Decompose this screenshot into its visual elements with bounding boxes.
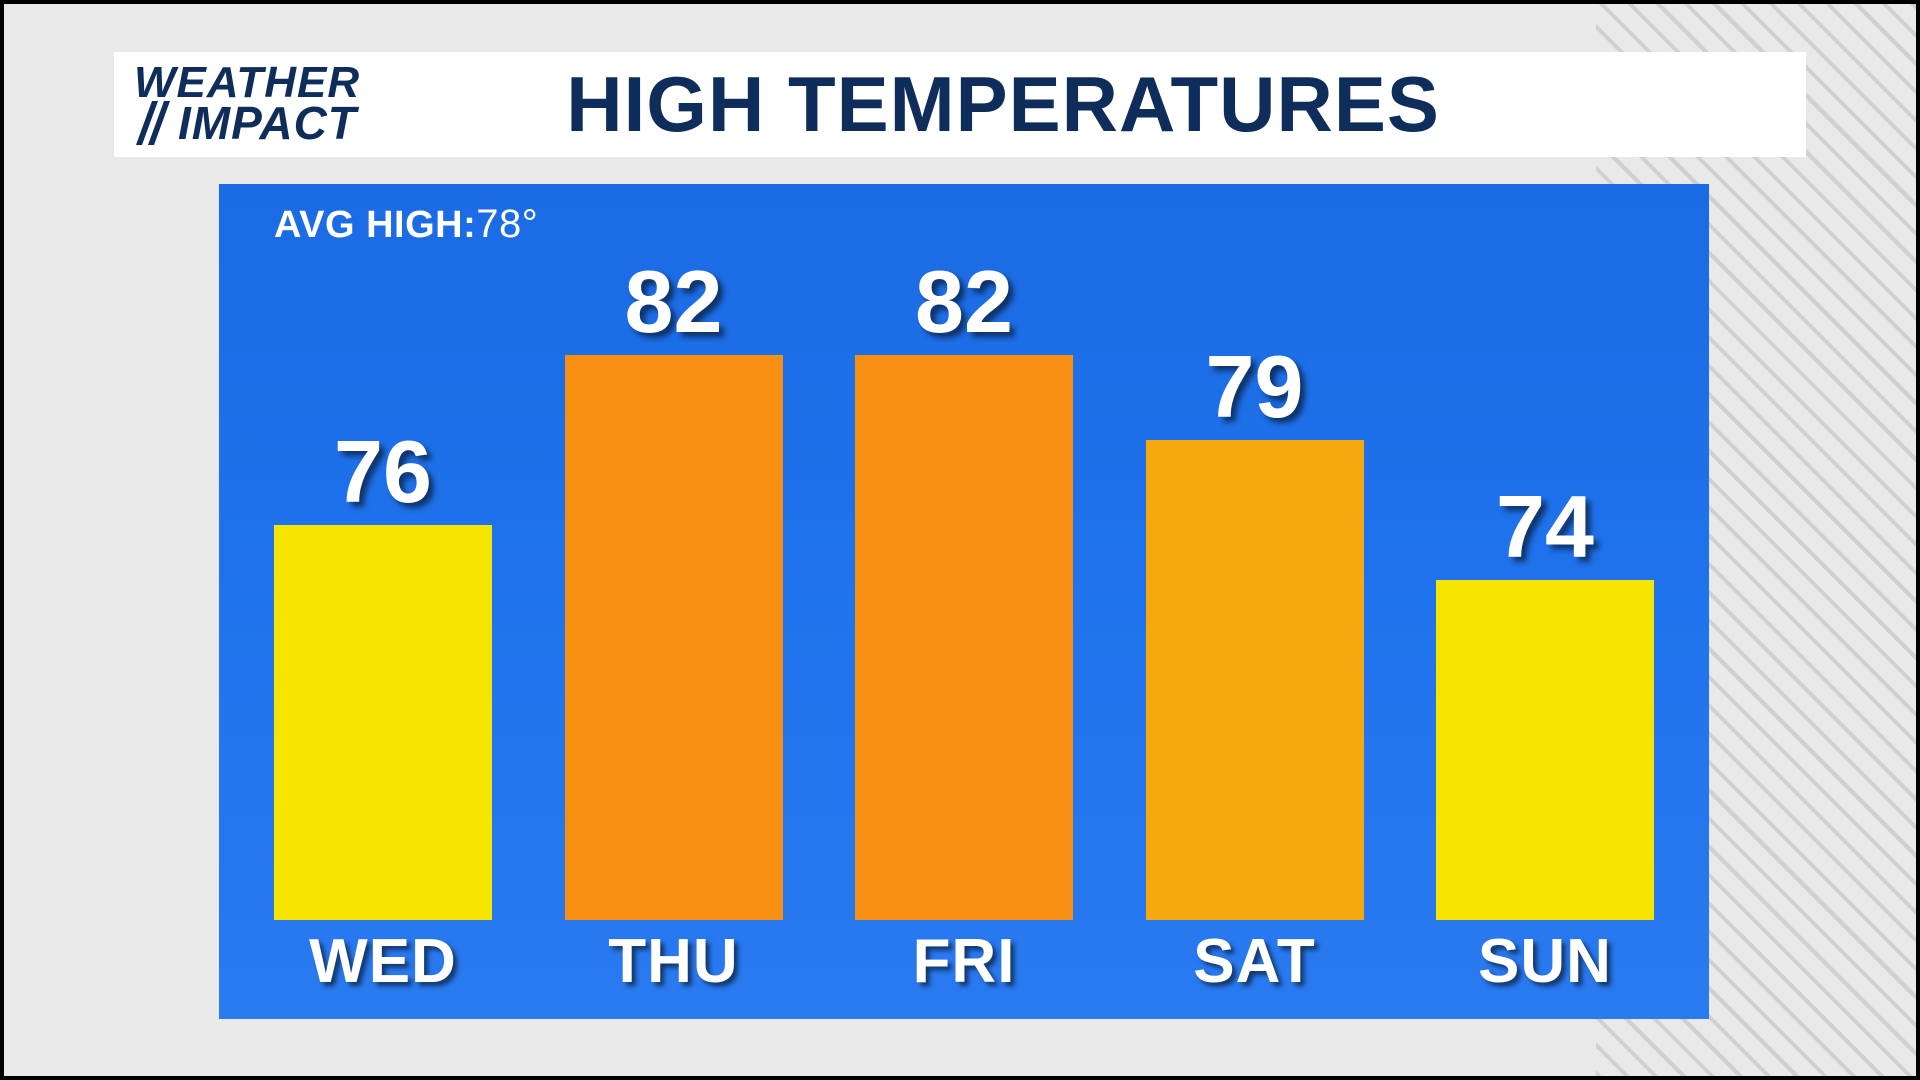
bar-value: 82 <box>625 251 723 353</box>
avg-high-value: 78° <box>476 202 538 246</box>
bar-day-label: WED <box>309 926 457 997</box>
bar-value: 74 <box>1496 476 1594 578</box>
bar-col-sat: 79 SAT <box>1146 336 1364 997</box>
bar-value: 79 <box>1206 336 1304 438</box>
bars-container: 76 WED 82 THU 82 FRI 79 SAT 74 SUN <box>274 247 1654 997</box>
bar-value: 82 <box>915 251 1013 353</box>
bar-rect <box>855 355 1073 920</box>
avg-high-label: AVG HIGH:78° <box>274 202 1654 247</box>
bar-rect <box>1436 580 1654 920</box>
bar-col-thu: 82 THU <box>565 251 783 997</box>
bar-col-sun: 74 SUN <box>1436 476 1654 997</box>
bar-day-label: SUN <box>1478 926 1612 997</box>
logo-slash-icon <box>134 101 172 145</box>
bar-day-label: THU <box>608 926 738 997</box>
header-bar: WEATHER IMPACT HIGH TEMPERATURES <box>114 52 1806 157</box>
bar-rect <box>274 525 492 920</box>
bar-rect <box>565 355 783 920</box>
avg-high-text: AVG HIGH: <box>274 204 476 246</box>
chart-title: HIGH TEMPERATURES <box>200 59 1806 150</box>
bar-col-fri: 82 FRI <box>855 251 1073 997</box>
bar-value: 76 <box>334 421 432 523</box>
chart-panel: AVG HIGH:78° 76 WED 82 THU 82 FRI 79 SAT… <box>219 184 1709 1019</box>
bar-day-label: FRI <box>913 926 1016 997</box>
bar-day-label: SAT <box>1193 926 1315 997</box>
bar-rect <box>1146 440 1364 920</box>
bar-col-wed: 76 WED <box>274 421 492 997</box>
